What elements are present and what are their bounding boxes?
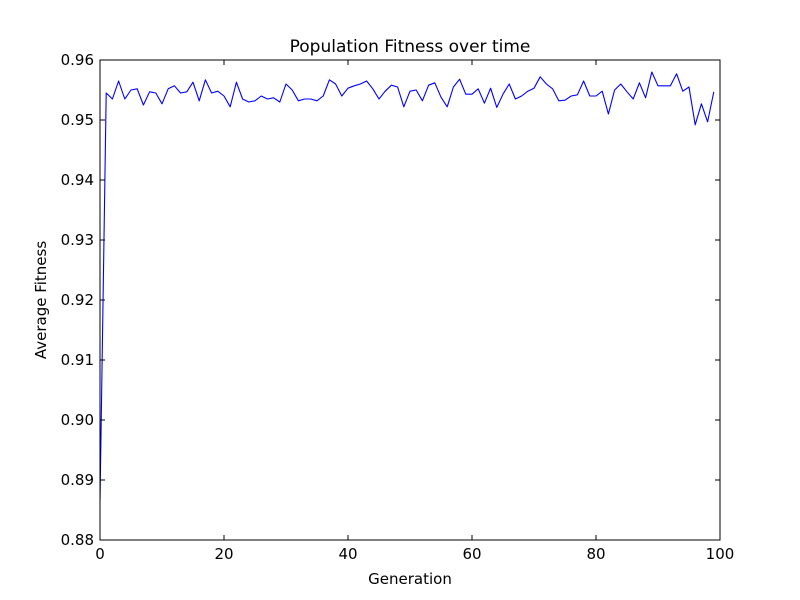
y-tick-label: 0.90: [61, 411, 94, 429]
y-tick-label: 0.96: [61, 51, 94, 69]
x-tick-label: 0: [95, 545, 105, 563]
y-tick-label: 0.88: [61, 531, 94, 549]
y-tick-label: 0.95: [61, 111, 94, 129]
x-tick-label: 60: [462, 545, 481, 563]
x-axis-label: Generation: [368, 570, 452, 588]
y-tick-label: 0.94: [61, 171, 94, 189]
y-tick-label: 0.93: [61, 231, 94, 249]
x-tick-label: 20: [214, 545, 233, 563]
chart-title: Population Fitness over time: [290, 37, 531, 57]
y-tick-label: 0.89: [61, 471, 94, 489]
y-axis-label: Average Fitness: [32, 241, 50, 360]
x-tick-label: 100: [706, 545, 735, 563]
x-tick-label: 40: [338, 545, 357, 563]
y-tick-label: 0.92: [61, 291, 94, 309]
x-tick-label: 80: [586, 545, 605, 563]
y-tick-label: 0.91: [61, 351, 94, 369]
